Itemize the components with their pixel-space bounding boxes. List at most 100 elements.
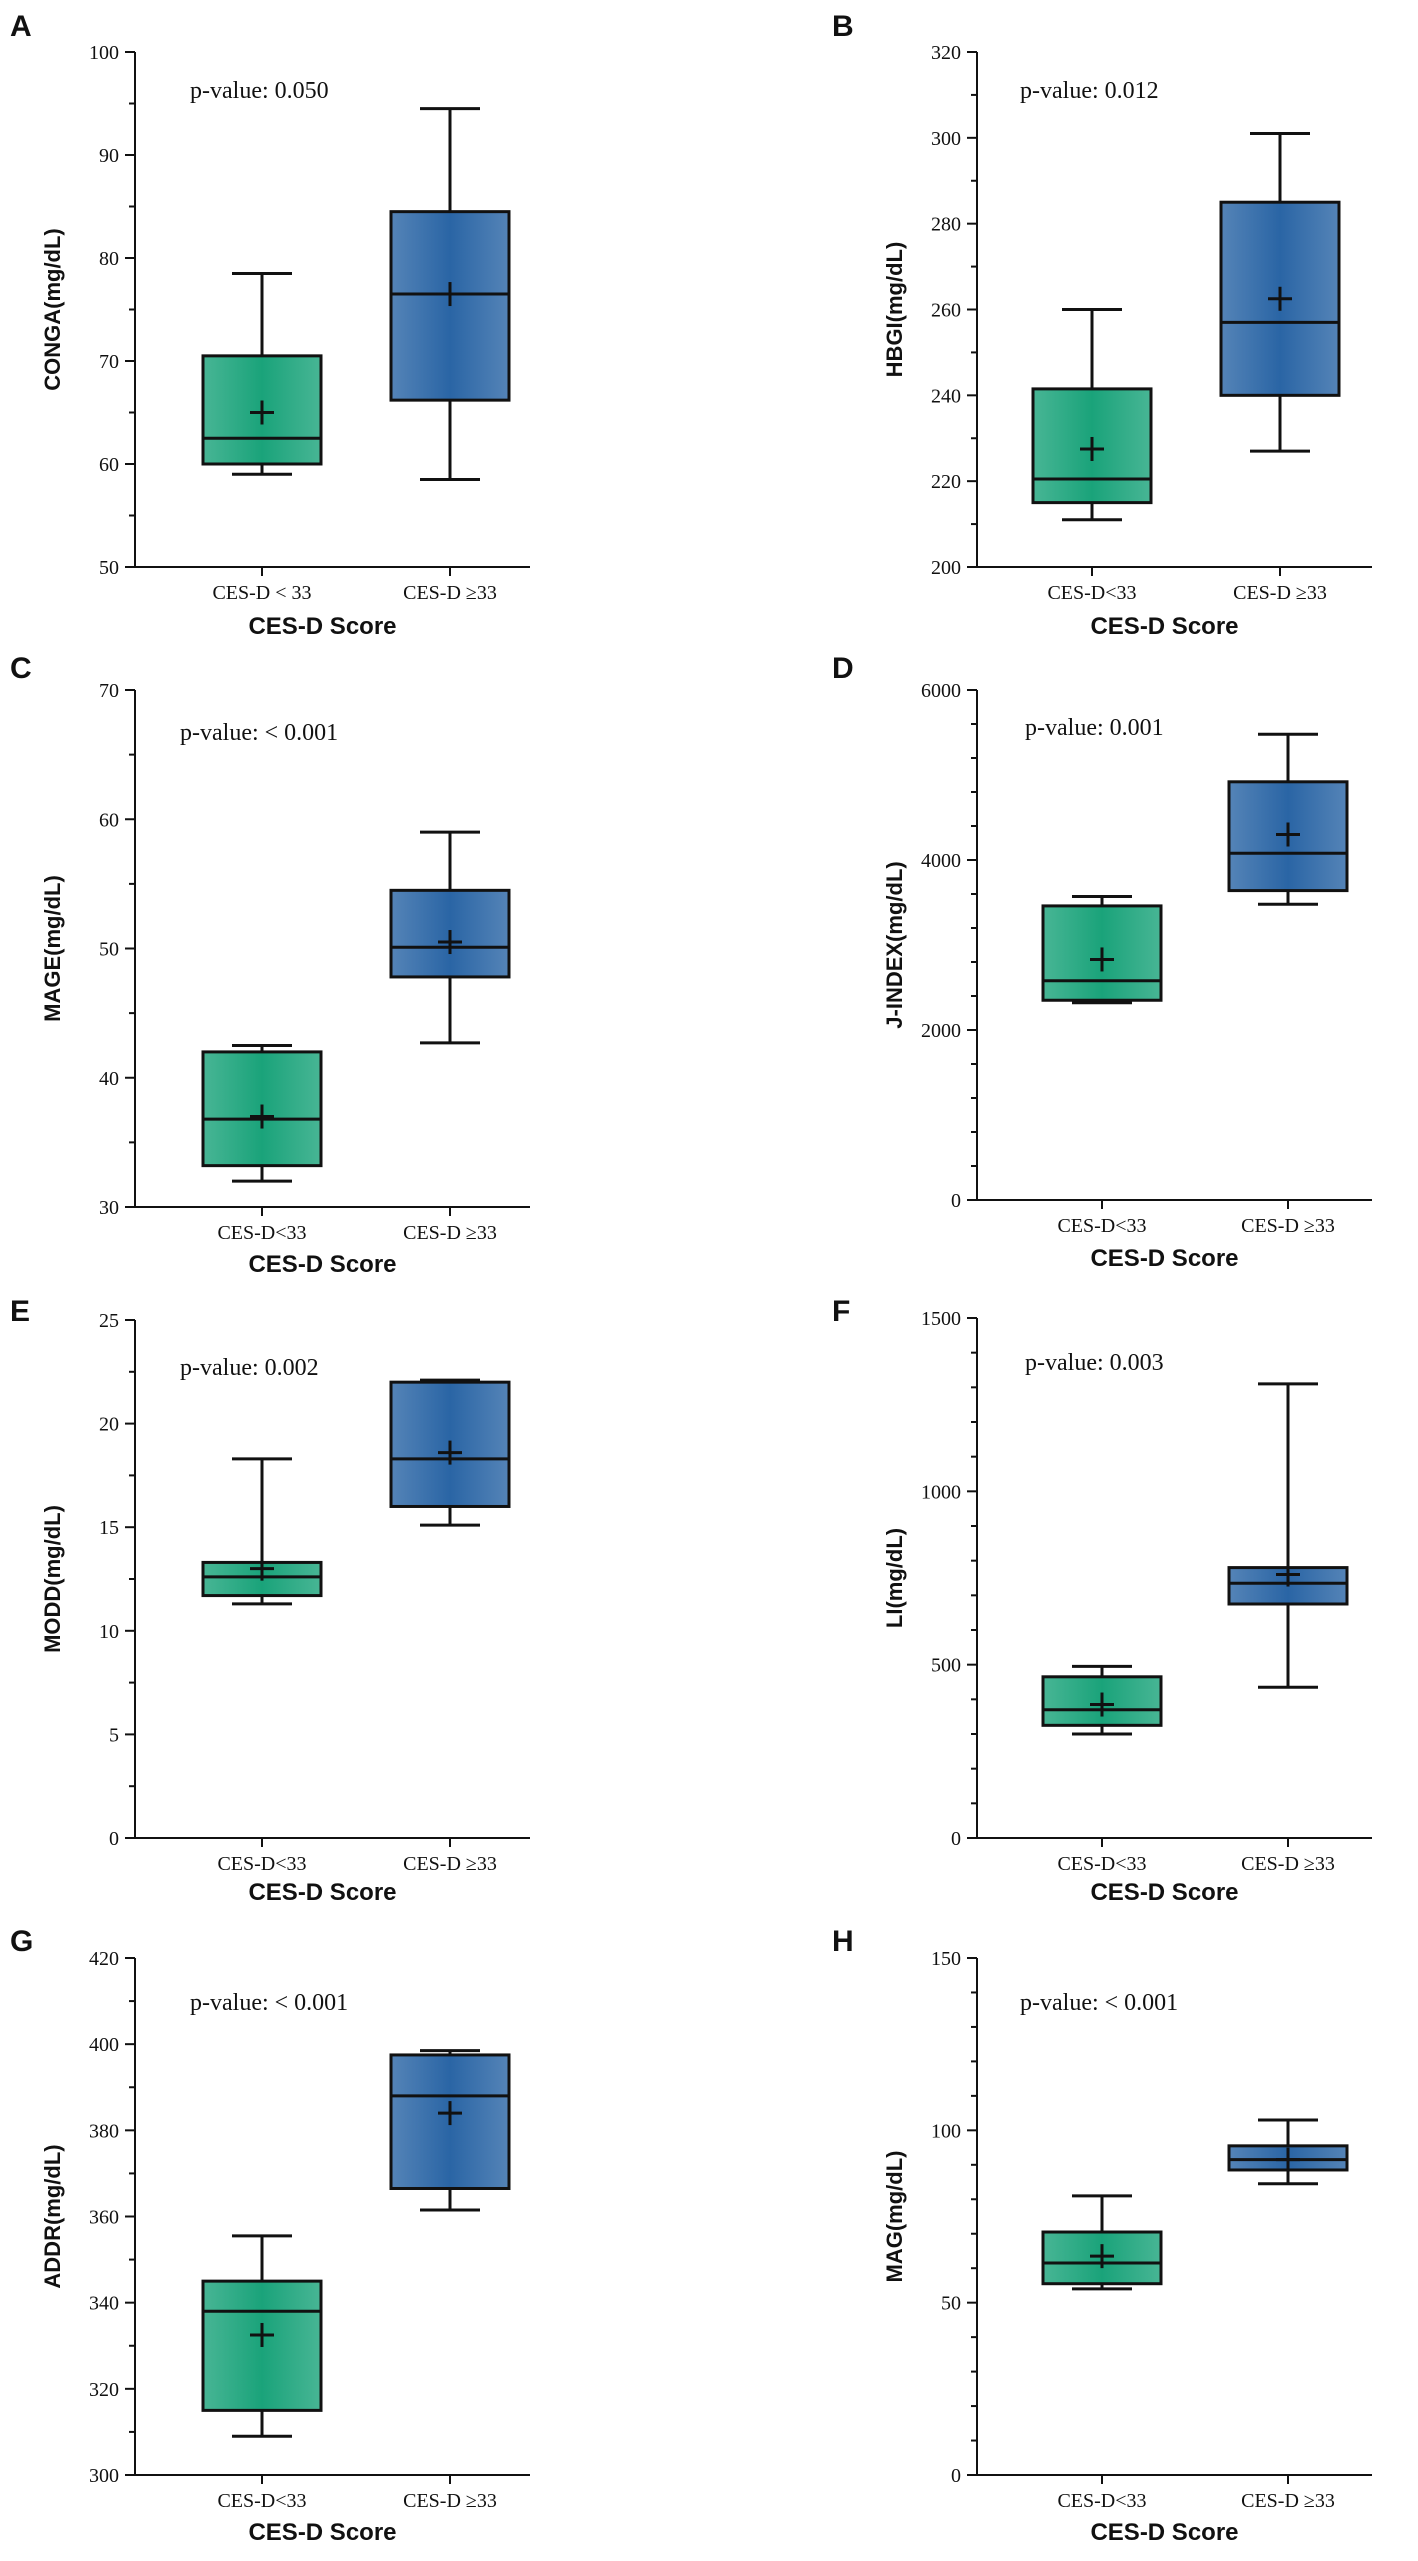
iqr-box <box>201 2279 323 2412</box>
x-category-label: CES-D<33 <box>217 2490 306 2512</box>
x-category-label: CES-D<33 <box>1057 1215 1146 1237</box>
y-tick-label: 200 <box>931 557 961 579</box>
y-tick-label: 340 <box>89 2293 119 2315</box>
y-tick-label: 320 <box>931 42 961 64</box>
y-tick-label: 300 <box>89 2465 119 2487</box>
y-tick-label: 5 <box>109 1724 119 1746</box>
panel-c: C 30 40 50 60 70 CES-D<33 CES-D ≥33 CES-D Score M… <box>10 652 530 1278</box>
x-category-label: CES-D<33 <box>217 1222 306 1244</box>
p-value-annotation: p-value: 0.012 <box>1020 78 1159 104</box>
x-axis-title: CES-D Score <box>248 1879 396 1906</box>
y-tick-label: 0 <box>951 1828 961 1850</box>
box-f-high <box>1227 1382 1349 1689</box>
x-category-label: CES-D ≥33 <box>403 1222 497 1244</box>
y-tick-label: 260 <box>931 300 961 322</box>
box-d-low <box>1041 895 1163 1005</box>
panel-letter-b: B <box>832 10 854 43</box>
y-axis-label: MAGE(mg/dL) <box>40 875 65 1022</box>
box-f-low <box>1041 1664 1163 1736</box>
panel-letter-a: A <box>10 10 32 43</box>
box-g-high <box>389 2049 511 2212</box>
y-tick-label: 100 <box>931 2120 961 2142</box>
p-value-annotation: p-value: 0.003 <box>1025 1350 1164 1376</box>
y-axis-label: HBGI(mg/dL) <box>882 242 907 378</box>
panel-e: E 0 5 10 15 20 25 CES-D<33 CES-D ≥33 CES-D Score M… <box>10 1295 530 1906</box>
p-value-annotation: p-value: 0.002 <box>180 1355 319 1381</box>
y-tick-label: 60 <box>99 809 119 831</box>
y-tick-label: 40 <box>99 1068 119 1090</box>
iqr-box <box>389 210 511 402</box>
y-tick-label: 25 <box>99 1310 119 1332</box>
y-tick-label: 80 <box>99 248 119 270</box>
x-category-label: CES-D ≥33 <box>1241 2490 1335 2512</box>
y-tick-label: 100 <box>89 42 119 64</box>
box-h-low <box>1041 2194 1163 2291</box>
box-a-low <box>201 271 323 476</box>
x-axis-title: CES-D Score <box>1090 2519 1238 2546</box>
box-c-low <box>201 1043 323 1183</box>
y-tick-label: 240 <box>931 385 961 407</box>
box-g-low <box>201 2234 323 2438</box>
y-tick-label: 50 <box>99 557 119 579</box>
y-tick-label: 70 <box>99 680 119 702</box>
y-tick-label: 15 <box>99 1517 119 1539</box>
y-tick-label: 0 <box>951 2465 961 2487</box>
x-category-label: CES-D ≥33 <box>403 582 497 604</box>
box-h-high <box>1227 2118 1349 2186</box>
x-category-label: CES-D ≥33 <box>403 1853 497 1875</box>
p-value-annotation: p-value: < 0.001 <box>190 1990 348 2016</box>
x-axis-title: CES-D Score <box>248 613 396 640</box>
y-tick-label: 300 <box>931 128 961 150</box>
y-axis-label: CONGA(mg/dL) <box>40 228 65 391</box>
panel-letter-c: C <box>10 652 32 685</box>
x-axis-title: CES-D Score <box>248 2519 396 2546</box>
x-category-label: CES-D ≥33 <box>1233 582 1327 604</box>
p-value-annotation: p-value: 0.050 <box>190 78 329 104</box>
y-axis-label: MAG(mg/dL) <box>882 2151 907 2283</box>
y-axis-label: J-INDEX(mg/dL) <box>882 861 907 1028</box>
box-e-low <box>201 1457 323 1606</box>
panel-letter-d: D <box>832 652 854 685</box>
x-category-label: CES-D < 33 <box>212 582 311 604</box>
x-category-label: CES-D ≥33 <box>403 2490 497 2512</box>
y-tick-label: 400 <box>89 2034 119 2056</box>
x-category-label: CES-D ≥33 <box>1241 1853 1335 1875</box>
y-tick-label: 50 <box>941 2293 961 2315</box>
box-d-high <box>1227 732 1349 906</box>
x-category-label: CES-D<33 <box>1057 1853 1146 1875</box>
x-axis-title: CES-D Score <box>1090 613 1238 640</box>
y-tick-label: 1500 <box>921 1308 961 1330</box>
x-category-label: CES-D ≥33 <box>1241 1215 1335 1237</box>
y-tick-label: 1000 <box>921 1481 961 1503</box>
panel-b: B 200 220 240 260 280 300 320 CES-D<33 CES-D ≥33 C… <box>832 10 1372 640</box>
panel-letter-h: H <box>832 1925 854 1958</box>
y-tick-label: 500 <box>931 1655 961 1677</box>
p-value-annotation: p-value: < 0.001 <box>180 720 338 746</box>
y-tick-label: 150 <box>931 1948 961 1970</box>
panel-g: G 300 320 340 360 380 400 420 CES-D<33 CES-D ≥33 C… <box>10 1925 530 2546</box>
x-category-label: CES-D<33 <box>1047 582 1136 604</box>
box-b-low <box>1031 308 1153 522</box>
panel-letter-f: F <box>832 1295 850 1328</box>
y-tick-label: 6000 <box>921 680 961 702</box>
y-tick-label: 0 <box>951 1190 961 1212</box>
panel-a: A 50 60 70 80 90 100 CES-D < 33 CES-D ≥33 CES-D S… <box>10 10 530 640</box>
box-b-high <box>1219 132 1341 453</box>
y-tick-label: 220 <box>931 471 961 493</box>
x-category-label: CES-D<33 <box>1057 2490 1146 2512</box>
box-c-high <box>389 830 511 1045</box>
panel-letter-e: E <box>10 1295 30 1328</box>
p-value-annotation: p-value: 0.001 <box>1025 715 1164 741</box>
y-tick-label: 90 <box>99 145 119 167</box>
y-tick-label: 0 <box>109 1828 119 1850</box>
x-axis-title: CES-D Score <box>1090 1879 1238 1906</box>
y-axis-label: ADDR(mg/dL) <box>40 2144 65 2288</box>
y-tick-label: 360 <box>89 2207 119 2229</box>
y-tick-label: 380 <box>89 2120 119 2142</box>
y-axis-label: LI(mg/dL) <box>882 1528 907 1628</box>
y-tick-label: 60 <box>99 454 119 476</box>
box-a-high <box>389 107 511 481</box>
